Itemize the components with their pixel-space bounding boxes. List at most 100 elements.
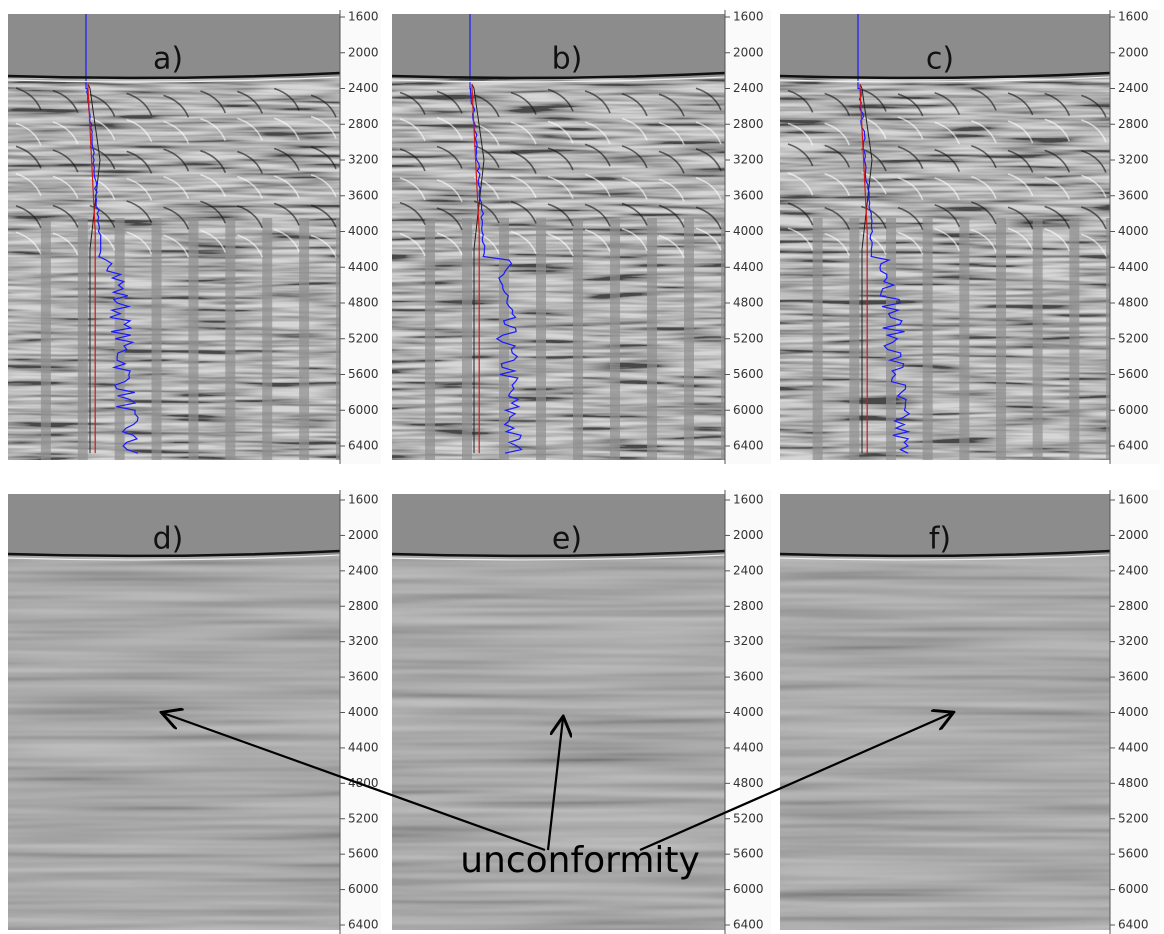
depth-axis bbox=[1110, 490, 1160, 934]
well-log bbox=[85, 14, 139, 454]
moveout-event bbox=[273, 202, 300, 226]
tick-label: 2800 bbox=[733, 599, 764, 613]
moveout-event bbox=[399, 91, 426, 115]
moveout-event bbox=[824, 232, 851, 256]
tick-label: 6400 bbox=[733, 918, 764, 932]
moveout-event bbox=[89, 227, 116, 251]
well-log bbox=[471, 84, 480, 454]
tick-label: 2800 bbox=[1118, 117, 1149, 131]
tick-label: 2400 bbox=[1118, 81, 1149, 95]
moveout-event bbox=[971, 229, 997, 253]
moveout-event bbox=[52, 149, 79, 173]
tone bbox=[8, 556, 340, 930]
tick-label: 2400 bbox=[348, 563, 379, 577]
tick-label: 5600 bbox=[733, 847, 764, 861]
moveout-event bbox=[163, 175, 190, 199]
arrow bbox=[546, 718, 563, 851]
gather-gap bbox=[610, 218, 620, 460]
tick-label: 2000 bbox=[1118, 45, 1149, 59]
tick-label: 2400 bbox=[733, 81, 764, 95]
moveout-event bbox=[89, 204, 116, 228]
gather-gap bbox=[684, 218, 694, 460]
tick-label: 5200 bbox=[1118, 811, 1149, 825]
moveout-event bbox=[52, 89, 79, 113]
seafloor bbox=[391, 549, 726, 558]
moveout-event bbox=[473, 231, 500, 255]
tick-label: 5200 bbox=[733, 331, 764, 345]
moveout-event bbox=[1007, 92, 1034, 116]
tick-label: 4400 bbox=[348, 740, 379, 754]
moveout-event bbox=[237, 205, 263, 229]
moveout-event bbox=[200, 117, 227, 141]
moveout-event bbox=[89, 117, 116, 141]
tick-label: 4800 bbox=[733, 296, 764, 310]
moveout-event bbox=[621, 117, 648, 141]
moveout-event bbox=[273, 87, 300, 111]
moveout-event bbox=[510, 230, 537, 254]
moveout-event bbox=[695, 227, 722, 251]
moveout-event bbox=[861, 205, 887, 229]
tick-label: 4400 bbox=[733, 260, 764, 274]
moveout-event bbox=[584, 121, 611, 145]
moveout-event bbox=[1007, 173, 1034, 197]
moveout-event bbox=[934, 121, 961, 145]
tick-label: 1600 bbox=[733, 493, 764, 507]
tick-label: 3600 bbox=[1118, 670, 1149, 684]
tick-label: 3200 bbox=[348, 634, 379, 648]
moveout-event bbox=[163, 148, 190, 172]
moveout-event bbox=[658, 178, 685, 202]
moveout-event bbox=[436, 179, 463, 203]
tick-label: 1600 bbox=[348, 10, 379, 24]
tick-label: 2400 bbox=[348, 81, 379, 95]
moveout-event bbox=[1007, 206, 1034, 230]
moveout-event bbox=[473, 122, 500, 146]
moveout-event bbox=[658, 234, 685, 258]
tick-label: 6400 bbox=[1118, 439, 1149, 453]
moveout-event bbox=[824, 206, 851, 230]
moveout-event bbox=[695, 177, 722, 201]
tick-label: 6000 bbox=[1118, 403, 1149, 417]
gather-gap bbox=[188, 218, 199, 460]
moveout-event bbox=[621, 202, 648, 226]
tick-label: 6000 bbox=[733, 882, 764, 896]
tone bbox=[780, 78, 1110, 460]
seismic-panel: 1600 2000 2400 2800 3200 3600 4000 4400 4800 5200… bbox=[779, 10, 1160, 464]
moveout-event bbox=[787, 122, 814, 146]
moveout-event bbox=[971, 201, 997, 225]
moveout-event bbox=[547, 88, 574, 112]
seafloor bbox=[779, 76, 1111, 83]
gather-gap bbox=[573, 218, 583, 460]
seismic-panel: 1600 2000 2400 2800 3200 3600 4000 4400 4800 5200… bbox=[779, 490, 1160, 934]
tick-label: 4000 bbox=[733, 705, 764, 719]
moveout-event bbox=[621, 227, 648, 251]
moveout-event bbox=[695, 121, 722, 145]
moveout-event bbox=[273, 147, 300, 171]
moveout-event bbox=[787, 89, 814, 113]
seafloor bbox=[779, 554, 1111, 561]
moveout-event bbox=[1007, 227, 1034, 251]
tick-label: 2800 bbox=[733, 117, 764, 131]
tick-label: 6400 bbox=[733, 439, 764, 453]
panels: 1600 2000 2400 2800 3200 3600 4000 4400 4800 5200… bbox=[7, 10, 1160, 934]
gather-gap bbox=[151, 218, 162, 460]
depth-axis bbox=[1110, 10, 1160, 464]
moveout-event bbox=[273, 117, 300, 141]
seismic-panel: 1600 2000 2400 2800 3200 3600 4000 4400 4800 5200… bbox=[391, 490, 771, 934]
tick-label: 6400 bbox=[1118, 918, 1149, 932]
moveout-event bbox=[861, 148, 887, 172]
tone bbox=[392, 78, 725, 460]
tick-label: 6000 bbox=[348, 882, 379, 896]
moveout-event bbox=[547, 203, 574, 227]
moveout-event bbox=[1081, 149, 1107, 173]
panel-label: d) bbox=[153, 522, 184, 557]
tick-label: 1600 bbox=[348, 493, 379, 507]
moveout-event bbox=[584, 228, 611, 252]
moveout-event bbox=[15, 205, 42, 229]
gather-gap bbox=[77, 218, 88, 460]
tick-label: 4000 bbox=[348, 224, 379, 238]
moveout-event bbox=[1081, 94, 1107, 118]
tick-label: 3200 bbox=[733, 634, 764, 648]
moveout-event bbox=[310, 173, 337, 198]
panel-label: b) bbox=[552, 42, 583, 77]
